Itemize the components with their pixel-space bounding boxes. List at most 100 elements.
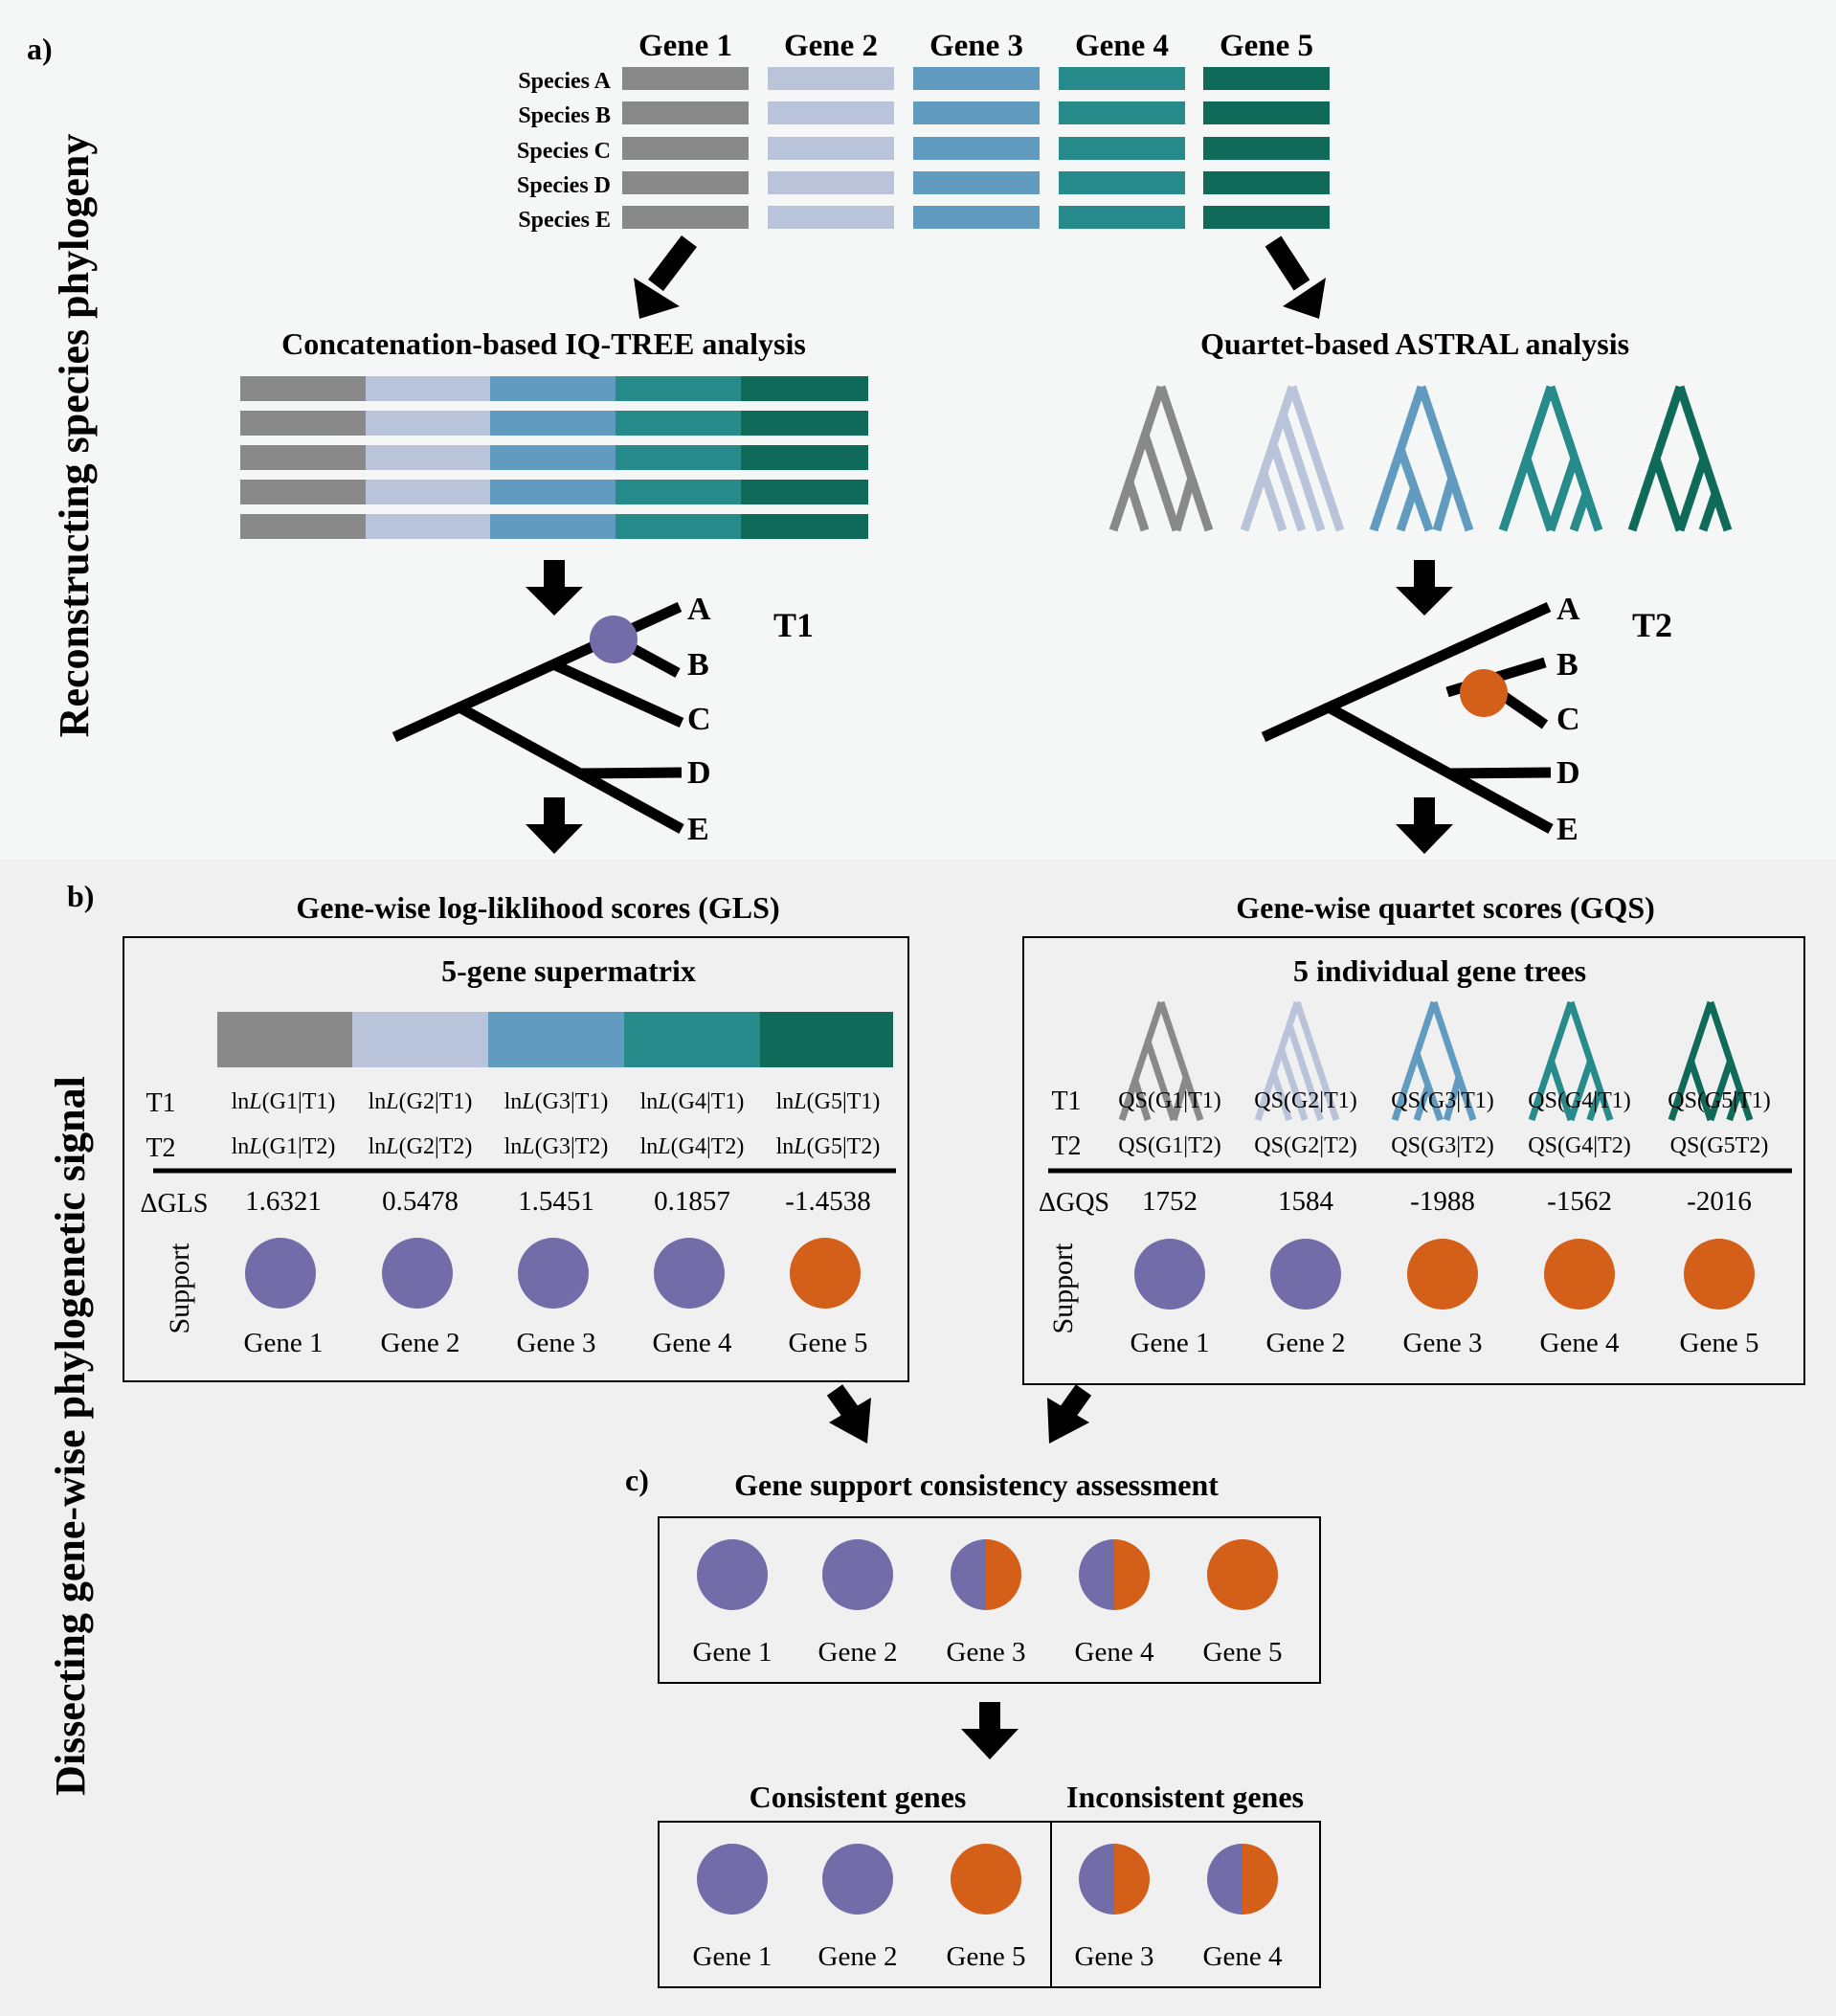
supermatrix-cell [616, 376, 741, 401]
consistent-circle-2 [822, 1844, 893, 1915]
supermatrix-cell [240, 376, 366, 401]
gls-gene-label: Gene 3 [517, 1328, 596, 1358]
alignment-cell [622, 101, 749, 124]
assessment-gene-label: Gene 5 [1203, 1637, 1283, 1668]
gls-gene-label: Gene 2 [381, 1328, 460, 1358]
gls-support-circle [518, 1238, 589, 1309]
gqs-t2-cell: QS(G4|T2) [1528, 1133, 1630, 1158]
supermatrix-cell [240, 445, 366, 470]
gqs-support-label: Support [1047, 1243, 1079, 1334]
gene-headers: Gene 1 Gene 2 Gene 3 Gene 4 Gene 5 [638, 29, 1313, 63]
gls-support-label: Support [164, 1243, 195, 1334]
gqs-t2-scores: QS(G1|T2) QS(G2|T2) QS(G3|T2) QS(G4|T2) QS(G… [1118, 1133, 1768, 1158]
inconsistent-circle-2 [1207, 1844, 1278, 1915]
gls-supermatrix-segment-3 [488, 1012, 624, 1067]
assessment-circle-3 [951, 1539, 1021, 1610]
gqs-gene-label: Gene 4 [1540, 1328, 1620, 1358]
alignment-cell [622, 171, 749, 194]
alignment-cell [913, 137, 1040, 160]
t2-tip-labels: A B C D E [1556, 592, 1580, 847]
t1-tip-labels: A B C D E [687, 592, 711, 847]
gene-header-4: Gene 4 [1075, 29, 1169, 63]
gqs-gene-label: Gene 3 [1403, 1328, 1483, 1358]
gene-tree-1 [1108, 385, 1214, 532]
gls-t2-cell: lnL(G5|T2) [776, 1134, 881, 1159]
gqs-t2-cell: QS(G3|T2) [1391, 1133, 1493, 1158]
supermatrix-cell [741, 480, 868, 504]
gqs-support-circle [1684, 1239, 1755, 1310]
assessment-circle-4 [1079, 1539, 1150, 1610]
gene-tree-5 [1627, 385, 1733, 532]
t2-label: T2 [1632, 606, 1672, 644]
gls-box-title: 5-gene supermatrix [441, 953, 696, 988]
gqs-gene-trees [1118, 1000, 1754, 1122]
alignment-cell [622, 206, 749, 229]
assessment-gene-label: Gene 2 [818, 1637, 898, 1668]
supermatrix-cell [366, 480, 490, 504]
gls-delta-values: 1.6321 0.5478 1.5451 0.1857 -1.4538 [245, 1186, 871, 1217]
alignment-cell [768, 171, 894, 194]
alignment-cell [913, 206, 1040, 229]
gene-header-5: Gene 5 [1220, 29, 1313, 63]
gqs-row1-label: T1 [1051, 1086, 1081, 1116]
supermatrix-cell [490, 480, 616, 504]
alignment-cell [622, 67, 749, 90]
arrow-gqs-to-assessment [1047, 1384, 1092, 1444]
supermatrix-cell [741, 376, 868, 401]
t1-label: T1 [773, 606, 814, 644]
alignment-cell [1059, 137, 1185, 160]
gqs-t1-cell: QS(G1|T1) [1118, 1088, 1220, 1113]
t2-tip-d: D [1556, 755, 1580, 791]
gls-delta-value: -1.4538 [785, 1186, 870, 1217]
alignment-cell [1059, 171, 1185, 194]
gene-tree-2 [1240, 385, 1345, 532]
gls-t2-likelihoods: lnL(G1|T2) lnL(G2|T2) lnL(G3|T2) lnL(G4|T2)… [232, 1134, 881, 1159]
gqs-t2-cell: QS(G1|T2) [1118, 1133, 1220, 1158]
supermatrix-cell [366, 445, 490, 470]
arrow-down-to-partition [961, 1702, 1019, 1759]
inconsistent-title: Inconsistent genes [1066, 1780, 1304, 1814]
astral-title: Quartet-based ASTRAL analysis [1200, 326, 1629, 361]
gls-t1-cell: lnL(G4|T1) [640, 1089, 745, 1114]
gqs-gene-label: Gene 2 [1266, 1328, 1346, 1358]
gene-header-3: Gene 3 [929, 29, 1023, 63]
gqs-delta-value: 1752 [1142, 1186, 1198, 1217]
assessment-box [658, 1516, 1321, 1684]
gls-t1-likelihoods: lnL(G1|T1) lnL(G2|T1) lnL(G3|T1) lnL(G4|T1)… [232, 1089, 881, 1114]
gls-t2-cell: lnL(G3|T2) [504, 1134, 609, 1159]
gls-delta-label: ΔGLS [141, 1189, 209, 1219]
gqs-t2-cell: QS(G5T2) [1670, 1133, 1769, 1158]
supermatrix-cell [366, 411, 490, 436]
gqs-t2-cell: QS(G2|T2) [1254, 1133, 1356, 1158]
gqs-row2-label: T2 [1051, 1131, 1081, 1161]
gqs-gene-tree-3 [1391, 1000, 1477, 1122]
gls-support-circle [382, 1238, 453, 1309]
supermatrix-cell [366, 376, 490, 401]
supermatrix-cell [741, 514, 868, 539]
gls-gene-label: Gene 1 [244, 1328, 324, 1358]
supermatrix-cell [490, 514, 616, 539]
alignment-cell [1203, 137, 1330, 160]
t1-tip-a: A [687, 592, 711, 627]
t1-tip-b: B [687, 647, 709, 683]
gqs-support-circle [1134, 1239, 1205, 1310]
alignment-cell [913, 67, 1040, 90]
t2-tip-c: C [1556, 702, 1580, 737]
arrow-down-to-t1 [526, 560, 583, 616]
gls-t1-cell: lnL(G3|T1) [504, 1089, 609, 1114]
arrow-to-concatenation [634, 235, 697, 319]
species-label-1: Species A [518, 69, 611, 94]
supermatrix-cell [616, 514, 741, 539]
supermatrix-cell [240, 411, 366, 436]
assessment-gene-label: Gene 4 [1075, 1637, 1154, 1668]
t1-tip-c: C [687, 702, 711, 737]
gls-gene-label: Gene 5 [789, 1328, 868, 1358]
alignment-cell [1203, 101, 1330, 124]
assessment-circle-2 [822, 1539, 893, 1610]
supermatrix-cell [490, 411, 616, 436]
panel-a-letter: a) [27, 32, 53, 66]
alignment-cell [1203, 67, 1330, 90]
gls-row1-label: T1 [146, 1088, 175, 1118]
arrow-down-to-gqs [1396, 797, 1453, 854]
